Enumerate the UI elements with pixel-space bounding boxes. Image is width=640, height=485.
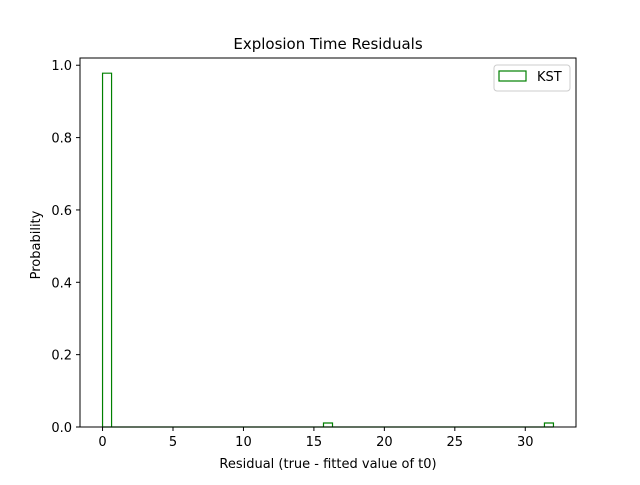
chart-title: Explosion Time Residuals xyxy=(233,35,422,53)
x-tick-label: 20 xyxy=(376,435,393,450)
x-tick-label: 5 xyxy=(169,435,177,450)
x-tick-label: 10 xyxy=(235,435,252,450)
axes-frame xyxy=(79,57,577,428)
x-axis-label: Residual (true - fitted value of t0) xyxy=(219,457,436,472)
x-tick-label: 0 xyxy=(98,435,106,450)
x-tick-label: 25 xyxy=(447,435,464,450)
histogram-bin xyxy=(101,72,113,427)
y-tick-label: 0.8 xyxy=(51,132,72,147)
y-tick-label: 1.0 xyxy=(51,59,72,74)
y-tick-label: 0.6 xyxy=(51,204,72,219)
histogram-bin xyxy=(543,422,555,427)
x-tick-label: 15 xyxy=(306,435,323,450)
y-tick-label: 0.0 xyxy=(51,421,72,436)
x-tick-label: 30 xyxy=(517,435,534,450)
legend-swatch xyxy=(498,70,527,82)
legend: KST xyxy=(493,64,571,92)
y-axis-label: Probability xyxy=(29,210,44,279)
y-tick-label: 0.2 xyxy=(51,349,72,364)
histogram-bin xyxy=(322,422,334,427)
legend-label-kst: KST xyxy=(537,70,562,85)
y-tick-label: 0.4 xyxy=(51,276,72,291)
plot-area: 0 5 10 15 20 25 30 0.0 0.2 0.4 0.6 0.8 1.0 xyxy=(51,57,577,450)
